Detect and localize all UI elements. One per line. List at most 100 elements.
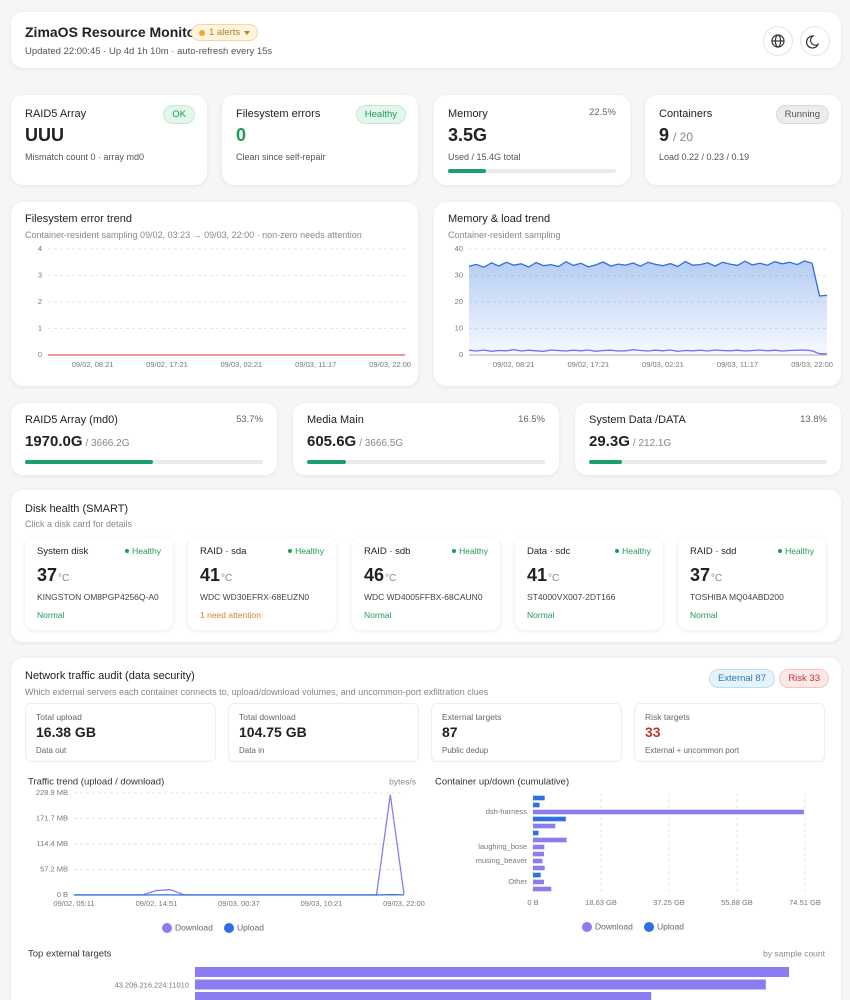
card: Disk health (SMART) Click a disk card for… <box>11 490 841 642</box>
stat-badge: Running <box>775 105 829 124</box>
stat-note: Clean since self-repair <box>236 152 326 162</box>
disk-health: Healthy <box>452 546 488 556</box>
section-title: Network traffic audit (data security) <box>25 670 195 682</box>
temp-unit: °C <box>711 573 723 584</box>
health-dot <box>452 549 457 553</box>
disk-status: Normal <box>364 610 392 620</box>
traffic-stat-note: Public dedup <box>442 746 489 755</box>
temp-value: 37 <box>37 565 58 585</box>
progress-fill <box>589 460 622 464</box>
temp-unit: °C <box>58 573 70 584</box>
health-dot <box>125 549 130 553</box>
storage-total: / 3666.2G <box>85 438 130 449</box>
section-title: Disk health (SMART) <box>25 503 129 515</box>
disk-model: ST4000VX007-2DT166 <box>527 592 616 602</box>
globe-icon <box>771 34 785 48</box>
globe-button[interactable] <box>763 26 793 56</box>
stat-label: RAID5 Array <box>25 108 87 120</box>
temp-unit: °C <box>221 573 233 584</box>
disk-name: RAID · sda <box>200 546 247 557</box>
card: Memory & load trend Container-resident sa… <box>434 202 841 386</box>
disk-status: Normal <box>527 610 555 620</box>
storage-percent: 13.8% <box>800 414 827 425</box>
stat-note: Load 0.22 / 0.23 / 0.19 <box>659 152 750 162</box>
health-text: Healthy <box>622 546 651 556</box>
disk-card[interactable]: RAID · sda Healthy 41°C WDC WD30EFRX-68EUZN… <box>188 537 336 630</box>
stat-value-text: UUU <box>25 125 64 145</box>
storage-total: / 212.1G <box>632 438 672 449</box>
disk-temp: 37°C <box>37 565 69 586</box>
theme-button[interactable] <box>800 26 830 56</box>
app-title: ZimaOS Resource Monitor <box>25 24 201 40</box>
disk-model: WDC WD30EFRX-68EUZN0 <box>200 592 310 602</box>
stat-note: Used / 15.4G total <box>448 152 521 162</box>
card: Memory 22.5% 3.5G Used / 15.4G total <box>434 95 630 185</box>
disk-model: TOSHIBA MQ04ABD200 <box>690 592 784 602</box>
disk-card[interactable]: RAID · sdd Healthy 37°C TOSHIBA MQ04ABD200 N… <box>678 537 826 630</box>
storage-value: 605.6G/ 3666.5G <box>307 433 403 450</box>
health-text: Healthy <box>459 546 488 556</box>
stat-value-text: 9 <box>659 125 670 145</box>
risk-badge: Risk 33 <box>779 669 829 688</box>
progress-track <box>448 169 616 173</box>
card: RAID5 Array OK UUU Mismatch count 0 · array… <box>11 95 207 185</box>
traffic-stat-label: Total upload <box>36 712 82 722</box>
card: System Data /DATA 13.8% 29.3G/ 212.1G <box>575 403 841 475</box>
storage-label: System Data /DATA <box>589 414 686 426</box>
stat-note: Mismatch count 0 · array md0 <box>25 152 145 162</box>
traffic-stat-value: 33 <box>645 724 661 740</box>
disk-name: Data · sdc <box>527 546 571 557</box>
disk-card[interactable]: System disk Healthy 37°C KINGSTON OM8PGP425… <box>25 537 173 630</box>
storage-used: 29.3G <box>589 433 630 450</box>
traffic-stat-label: Total download <box>239 712 296 722</box>
health-dot <box>615 549 620 553</box>
disk-health: Healthy <box>288 546 324 556</box>
traffic-stat: External targets 87 Public dedup <box>431 703 622 762</box>
disk-health: Healthy <box>125 546 161 556</box>
disk-card[interactable]: Data · sdc Healthy 41°C ST4000VX007-2DT166 N… <box>515 537 663 630</box>
traffic-stat-value: 87 <box>442 724 458 740</box>
alert-badge: 1 alerts <box>191 24 259 41</box>
traffic-stat-value: 16.38 GB <box>36 724 96 740</box>
chart-subtitle: Container-resident sampling <box>448 230 561 240</box>
disk-model: KINGSTON OM8PGP4256Q-A0 <box>37 592 159 602</box>
traffic-stat: Total upload 16.38 GB Data out <box>25 703 216 762</box>
traffic-stat-note: Data in <box>239 746 265 755</box>
traffic-stat-label: Risk targets <box>645 712 690 722</box>
progress-track <box>25 460 263 464</box>
alert-caret <box>244 30 251 35</box>
alert-text: 1 alerts <box>209 27 241 38</box>
storage-value: 1970.0G/ 3666.2G <box>25 433 129 450</box>
stat-value: 3.5G <box>448 125 487 146</box>
disk-card[interactable]: RAID · sdb Healthy 46°C WDC WD4005FFBX-68CA… <box>352 537 500 630</box>
disk-temp: 46°C <box>364 565 396 586</box>
traffic-stat-note: External + uncommon port <box>645 746 740 755</box>
health-text: Healthy <box>295 546 324 556</box>
progress-fill <box>448 169 486 173</box>
disk-status: Normal <box>690 610 718 620</box>
traffic-stat: Risk targets 33 External + uncommon port <box>634 703 825 762</box>
stat-label: Containers <box>659 108 713 120</box>
chart-title: Memory & load trend <box>448 213 551 225</box>
section-subtitle: Click a disk card for details <box>25 519 133 529</box>
disk-health: Healthy <box>615 546 651 556</box>
stat-badge: OK <box>163 105 195 124</box>
traffic-stat: Total download 104.75 GB Data in <box>228 703 419 762</box>
card: Network traffic audit (data security) Whi… <box>11 658 841 1000</box>
disk-status: Normal <box>37 610 65 620</box>
stat-value-suffix: / 20 <box>673 130 694 144</box>
stat-label: Memory <box>448 108 488 120</box>
disk-temp: 41°C <box>200 565 232 586</box>
stat-value-text: 0 <box>236 125 247 145</box>
health-dot <box>778 549 783 553</box>
stat-value: 9/ 20 <box>659 125 693 146</box>
stat-value: 0 <box>236 125 246 146</box>
disk-status: 1 need attention <box>200 610 261 620</box>
external-badge: External 87 <box>708 669 775 688</box>
temp-value: 37 <box>690 565 711 585</box>
stat-percent: 22.5% <box>589 107 616 118</box>
chart-subtitle: Container-resident sampling 09/02, 03:23… <box>25 230 362 240</box>
storage-total: / 3666.5G <box>359 438 404 449</box>
temp-unit: °C <box>385 573 397 584</box>
